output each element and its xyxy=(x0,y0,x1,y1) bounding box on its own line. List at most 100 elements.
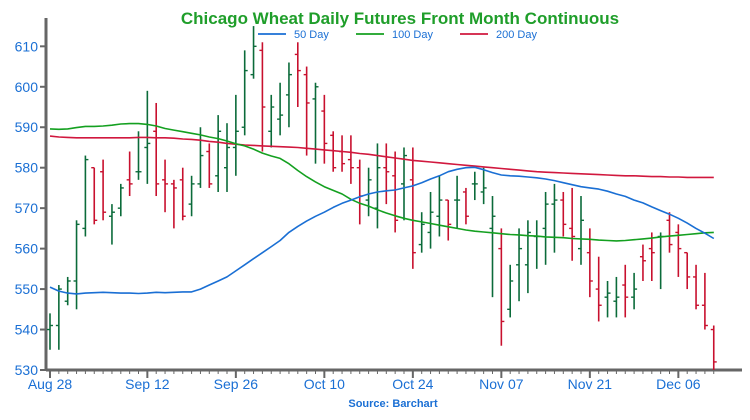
legend-item: 100 Day xyxy=(356,29,433,41)
ohlc-bar xyxy=(409,147,416,269)
ohlc-bar xyxy=(471,171,478,201)
ohlc-bar xyxy=(507,264,514,318)
x-tick-label: Nov 21 xyxy=(568,376,613,392)
ohlc-bar xyxy=(108,204,115,245)
ohlc-bar xyxy=(701,272,708,330)
ohlc-bar xyxy=(206,143,213,188)
ohlc-bar xyxy=(622,264,629,318)
ohlc-bar xyxy=(365,167,372,217)
ohlc-bar xyxy=(427,191,434,249)
ma-50-day-line xyxy=(49,166,715,295)
ohlc-bar xyxy=(631,272,638,310)
ohlc-bar xyxy=(595,256,602,322)
x-tick-label: Oct 10 xyxy=(304,376,345,392)
ohlc-bar xyxy=(604,280,611,318)
ohlc-bar xyxy=(392,151,399,233)
ohlc-bar xyxy=(100,159,107,221)
y-tick-label: 610 xyxy=(15,38,39,54)
ohlc-bar xyxy=(170,179,177,229)
ohlc-bar xyxy=(418,212,425,253)
ohlc-bar xyxy=(303,66,310,156)
ohlc-bar xyxy=(294,42,301,108)
legend-item: 50 Day xyxy=(258,29,329,41)
ohlc-bar xyxy=(268,94,275,148)
legend-label: 200 Day xyxy=(496,29,537,41)
ohlc-bar xyxy=(47,313,53,350)
y-tick-label: 600 xyxy=(15,79,39,95)
ohlc-bar xyxy=(533,220,540,269)
ohlc-bar xyxy=(321,94,328,164)
x-tick-label: Sep 26 xyxy=(214,376,259,392)
x-tick-label: Oct 24 xyxy=(392,376,433,392)
y-tick-label: 580 xyxy=(15,160,39,176)
legend-item: 200 Day xyxy=(460,29,537,41)
ohlc-bar xyxy=(232,94,239,176)
ohlc-bar xyxy=(666,212,673,253)
ohlc-bar xyxy=(73,220,80,310)
y-tick-label: 570 xyxy=(15,200,39,216)
ohlc-bar xyxy=(197,127,204,188)
ohlc-bar xyxy=(657,232,664,290)
y-tick-label: 590 xyxy=(15,119,39,135)
ohlc-bar xyxy=(454,175,461,229)
ohlc-bar xyxy=(489,196,496,298)
ohlc-bar xyxy=(569,187,576,261)
x-tick-label: Nov 07 xyxy=(479,376,524,392)
ohlc-bar xyxy=(259,42,266,152)
ohlc-bar xyxy=(55,285,62,350)
ohlc-bar xyxy=(445,199,452,241)
ohlc-bar xyxy=(82,155,89,237)
x-tick-label: Dec 06 xyxy=(656,376,701,392)
ohlc-bar xyxy=(64,276,71,306)
ohlc-bar xyxy=(188,175,195,217)
ohlc-bar xyxy=(578,196,584,265)
ma-100-day-line xyxy=(49,122,714,242)
moving-average-lines xyxy=(49,122,715,295)
ohlc-bar xyxy=(135,131,142,180)
ohlc-bar xyxy=(613,276,620,318)
ohlc-bar xyxy=(126,151,133,197)
ohlc-bar xyxy=(639,244,646,281)
ohlc-bar xyxy=(347,135,354,184)
ohlc-bars xyxy=(47,26,717,370)
ohlc-bar xyxy=(224,123,230,192)
legend-label: 100 Day xyxy=(392,29,433,41)
x-axis: Aug 28 Sep 12 Sep 26 Oct 10 Oct 24 Nov 07 Nov … xyxy=(28,368,742,392)
ohlc-bar xyxy=(215,115,222,192)
ohlc-bar xyxy=(498,228,505,346)
ohlc-bar xyxy=(693,264,700,310)
legend: 50 Day 100 Day 200 Day xyxy=(258,29,537,41)
ohlc-bar xyxy=(153,102,160,197)
ohlc-bar xyxy=(684,251,691,290)
ma-200-day-line xyxy=(49,135,714,179)
ohlc-bar xyxy=(675,224,682,277)
ohlc-bar xyxy=(277,82,284,136)
ohlc-bar xyxy=(516,228,523,302)
y-axis: 530 540 550 560 570 580 590 600 610 xyxy=(15,18,48,378)
ohlc-bar xyxy=(250,26,257,79)
ohlc-bar xyxy=(542,191,549,265)
ohlc-bar xyxy=(179,167,186,221)
ohlc-bar xyxy=(560,191,567,237)
y-tick-label: 530 xyxy=(15,362,39,378)
ohlc-bar xyxy=(462,187,469,225)
ohlc-bar xyxy=(356,159,363,225)
ohlc-bar xyxy=(339,135,346,172)
ohlc-bar xyxy=(162,159,169,213)
ohlc-bar xyxy=(524,220,531,294)
x-tick-label: Aug 28 xyxy=(28,376,73,392)
ohlc-bar xyxy=(91,167,98,225)
source-label: Source: Barchart xyxy=(348,398,438,410)
y-tick-label: 550 xyxy=(15,281,39,297)
x-tick-label: Sep 12 xyxy=(125,376,170,392)
y-tick-label: 540 xyxy=(15,322,39,338)
ohlc-bar xyxy=(312,82,319,164)
ohlc-bar xyxy=(330,131,337,172)
ohlc-bar xyxy=(480,167,487,205)
ohlc-bar xyxy=(285,62,292,128)
ohlc-bar xyxy=(117,183,124,217)
ohlc-bar xyxy=(241,50,248,136)
legend-label: 50 Day xyxy=(294,29,329,41)
